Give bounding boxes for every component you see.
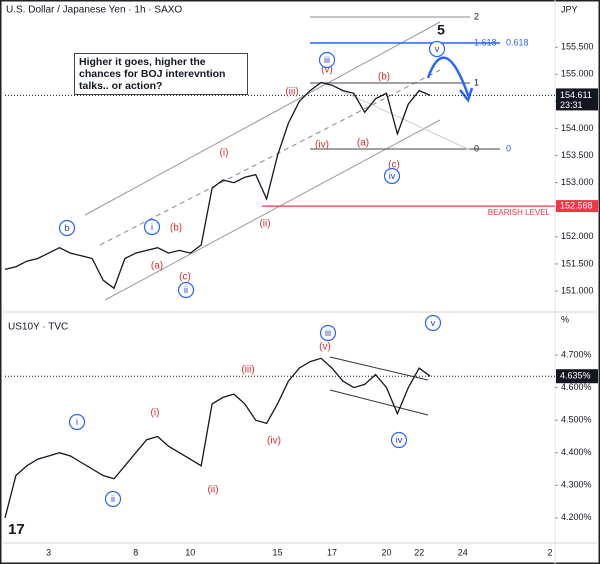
price-line bbox=[4, 81, 431, 290]
wave-label: (b) bbox=[170, 223, 182, 234]
wave-label-circled: i bbox=[76, 417, 78, 427]
wave-label: (ii) bbox=[207, 485, 218, 496]
x-tick-label: 2 bbox=[547, 547, 552, 557]
wave-circle bbox=[390, 431, 408, 449]
fib-label: 0 bbox=[506, 143, 511, 153]
wave-circle bbox=[143, 218, 161, 236]
x-tick-label: 24 bbox=[458, 547, 468, 557]
bearish-level-box bbox=[556, 200, 598, 213]
wave-circle bbox=[424, 314, 442, 332]
fib-label: 0.618 bbox=[506, 37, 529, 47]
x-tick-label: 3 bbox=[46, 547, 51, 557]
wave-label-circled: iii bbox=[325, 328, 331, 338]
x-tick-label: 22 bbox=[414, 547, 424, 557]
x-tick-label: 15 bbox=[272, 547, 282, 557]
y-tick-label: 4.300% bbox=[561, 480, 592, 490]
wave-circle bbox=[104, 490, 122, 508]
channel-line bbox=[84, 21, 441, 216]
y-tick-label: 153.500 bbox=[561, 150, 594, 160]
wave-label: (v) bbox=[321, 65, 333, 76]
y-tick-label: 4.400% bbox=[561, 447, 592, 457]
unit-label: % bbox=[561, 314, 569, 324]
x-tick-label: 8 bbox=[133, 547, 138, 557]
wave-label: (iv) bbox=[315, 140, 329, 151]
wave-label: (a) bbox=[357, 138, 369, 149]
wave-label: (iv) bbox=[267, 436, 281, 447]
wave-label-circled: iv bbox=[389, 171, 396, 181]
y-tick-label: 4.200% bbox=[561, 512, 592, 522]
wave-label-circled: v bbox=[435, 44, 440, 54]
arrow-head bbox=[459, 87, 474, 103]
y-tick-label: 153.000 bbox=[561, 177, 594, 187]
wave-circle bbox=[177, 281, 195, 299]
y-tick-label: 4.700% bbox=[561, 349, 592, 359]
wave-label-circled: b bbox=[64, 223, 69, 233]
y-tick-label: 4.600% bbox=[561, 382, 592, 392]
wave-circle bbox=[383, 167, 401, 185]
y-tick-label: 155.500 bbox=[561, 42, 594, 52]
wave-label: (i) bbox=[220, 148, 229, 159]
y-tick-label: 4.500% bbox=[561, 415, 592, 425]
y-tick-label: 152.000 bbox=[561, 231, 594, 241]
wave-label: (v) bbox=[319, 342, 331, 353]
countdown: 23:31 bbox=[560, 100, 583, 110]
wave-label-circled: iv bbox=[396, 435, 403, 445]
bearish-level-name: BEARISH LEVEL bbox=[488, 208, 551, 217]
channel-line bbox=[329, 356, 429, 381]
wave-circle bbox=[319, 324, 337, 342]
wave-label: (c) bbox=[388, 160, 400, 171]
chart-title: US10Y · TVC bbox=[8, 322, 68, 333]
wave-label-circled: ii bbox=[184, 285, 188, 295]
wave-count: 5 bbox=[437, 22, 445, 38]
wave-label-circled: i bbox=[151, 222, 153, 232]
wave-label: (i) bbox=[151, 408, 160, 419]
fib-label: 1 bbox=[474, 77, 479, 87]
price-line bbox=[4, 357, 431, 519]
channel-line bbox=[329, 389, 429, 416]
fib-label: 0 bbox=[474, 143, 479, 153]
wave-label: (c) bbox=[179, 272, 191, 283]
x-tick-label: 20 bbox=[381, 547, 391, 557]
last-value-label: 4.635% bbox=[560, 371, 591, 381]
channel-line bbox=[104, 119, 441, 301]
fib-label: 1.618 bbox=[474, 37, 497, 47]
channel-mid bbox=[99, 69, 441, 246]
y-tick-label: 151.000 bbox=[561, 285, 594, 295]
unit-label: JPY bbox=[561, 4, 578, 14]
bearish-level-label: 152.568 bbox=[560, 200, 593, 210]
fib-diagonal bbox=[339, 89, 471, 151]
last-value-box bbox=[556, 369, 598, 384]
last-price-box bbox=[556, 88, 598, 111]
projection-arrow bbox=[426, 56, 470, 96]
y-tick-label: 155.000 bbox=[561, 69, 594, 79]
wave-label-circled: ii bbox=[111, 494, 115, 504]
wave-label-circled: v bbox=[431, 318, 436, 328]
wave-circle bbox=[318, 51, 336, 69]
y-tick-label: 154.000 bbox=[561, 123, 594, 133]
logo: 17 bbox=[8, 521, 25, 538]
last-price-label: 154.611 bbox=[560, 90, 592, 100]
y-tick-label: 151.500 bbox=[561, 258, 594, 268]
wave-label: (a) bbox=[151, 261, 163, 272]
annotation-note: Higher it goes, higher the chances for B… bbox=[74, 53, 248, 95]
chart-title: U.S. Dollar / Japanese Yen · 1h · SAXO bbox=[6, 5, 182, 16]
wave-label: (iii) bbox=[285, 87, 298, 98]
wave-label: (b) bbox=[378, 72, 390, 83]
fib-label: 2 bbox=[474, 11, 479, 21]
x-tick-label: 10 bbox=[185, 547, 195, 557]
x-tick-label: 17 bbox=[327, 547, 337, 557]
wave-label-circled: iii bbox=[324, 55, 330, 65]
wave-label: (ii) bbox=[259, 219, 270, 230]
wave-circle bbox=[58, 219, 76, 237]
wave-circle bbox=[428, 40, 446, 58]
wave-circle bbox=[68, 413, 86, 431]
wave-label: (iii) bbox=[241, 365, 254, 376]
